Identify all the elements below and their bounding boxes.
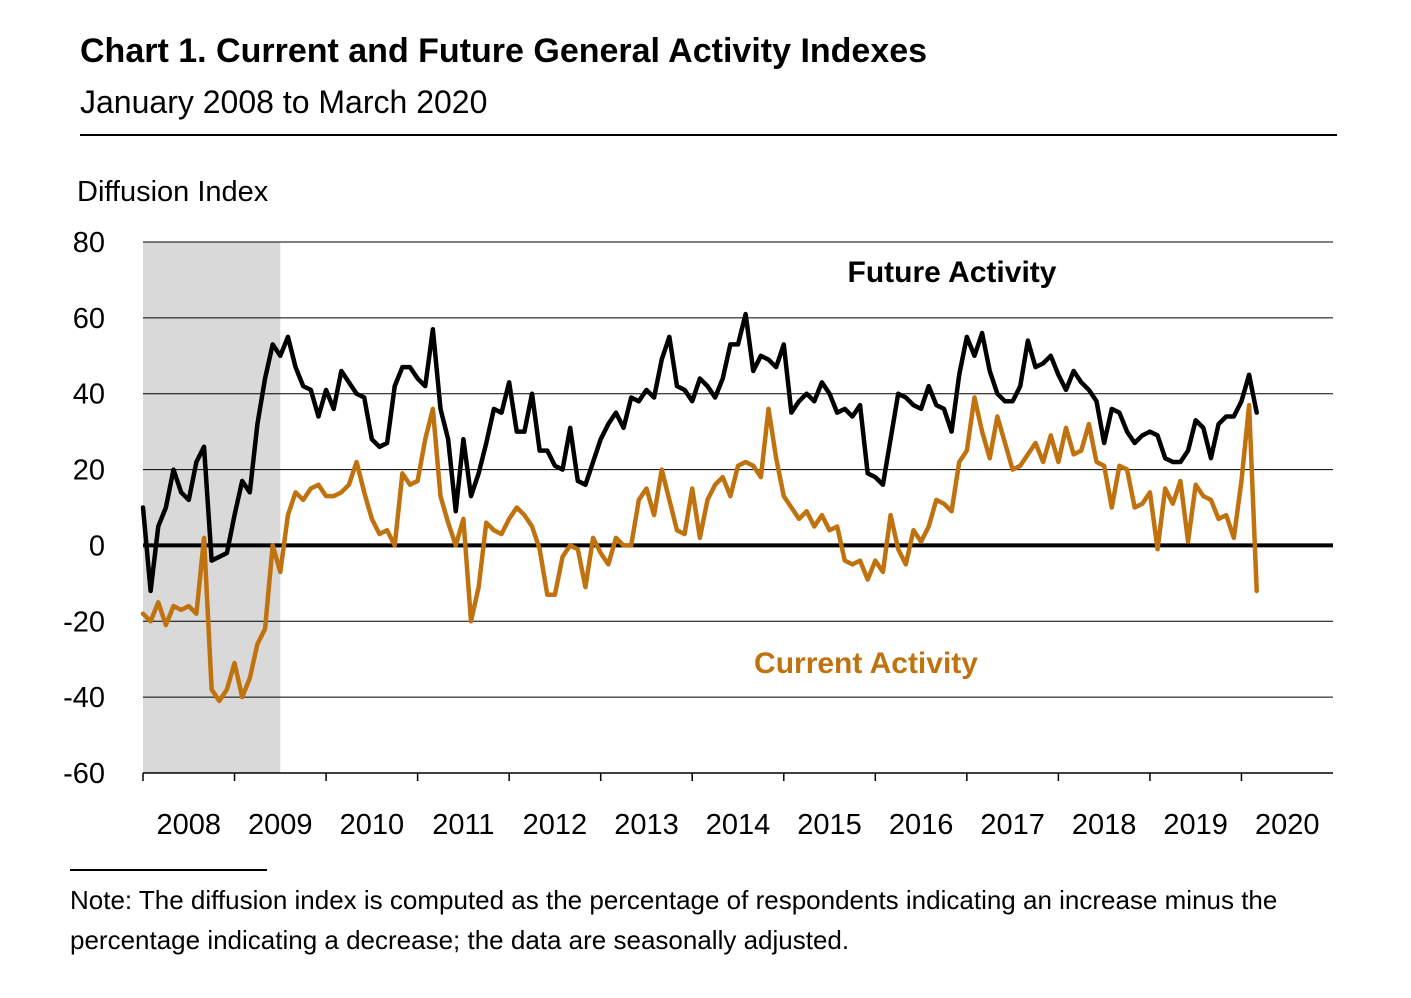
y-tick-label: 40	[73, 379, 105, 411]
x-tick-label: 2012	[523, 809, 588, 841]
title-rule	[80, 134, 1337, 136]
x-tick-label: 2020	[1255, 809, 1320, 841]
y-axis-label: Diffusion Index	[77, 176, 269, 208]
y-tick-label: 60	[73, 303, 105, 335]
x-tick-label: 2014	[706, 809, 771, 841]
chart-title: Chart 1. Current and Future General Acti…	[80, 32, 928, 70]
x-tick-label: 2017	[980, 809, 1045, 841]
note-rule	[70, 869, 267, 871]
y-tick-label: -60	[63, 758, 105, 790]
y-tick-label: 80	[73, 227, 105, 259]
current-activity-line	[140, 395, 1259, 704]
footnote: Note: The diffusion index is computed as…	[70, 885, 1278, 955]
y-tick-label: -20	[63, 606, 105, 638]
x-tick-label: 2016	[889, 809, 954, 841]
future-activity-line	[140, 311, 1259, 594]
y-tick-label: -40	[63, 682, 105, 714]
current-activity-label: Current Activity	[754, 647, 978, 680]
x-tick-label: 2011	[432, 809, 494, 841]
line-chart: -60 -40 -20 0 20 40 60 80 2008 2009 2010 2011 2012 2…	[63, 227, 1333, 841]
x-tick-label: 2019	[1163, 809, 1228, 841]
x-tick-label: 2010	[340, 809, 405, 841]
x-tick-label: 2013	[614, 809, 679, 841]
y-tick-label: 20	[73, 455, 105, 487]
chart-subtitle: January 2008 to March 2020	[80, 84, 488, 120]
x-tick-label: 2008	[157, 809, 222, 841]
y-tick-label: 0	[89, 530, 105, 562]
x-tick-label: 2009	[248, 809, 313, 841]
future-activity-label: Future Activity	[848, 256, 1057, 289]
x-tick-label: 2015	[797, 809, 862, 841]
x-tick-label: 2018	[1072, 809, 1137, 841]
